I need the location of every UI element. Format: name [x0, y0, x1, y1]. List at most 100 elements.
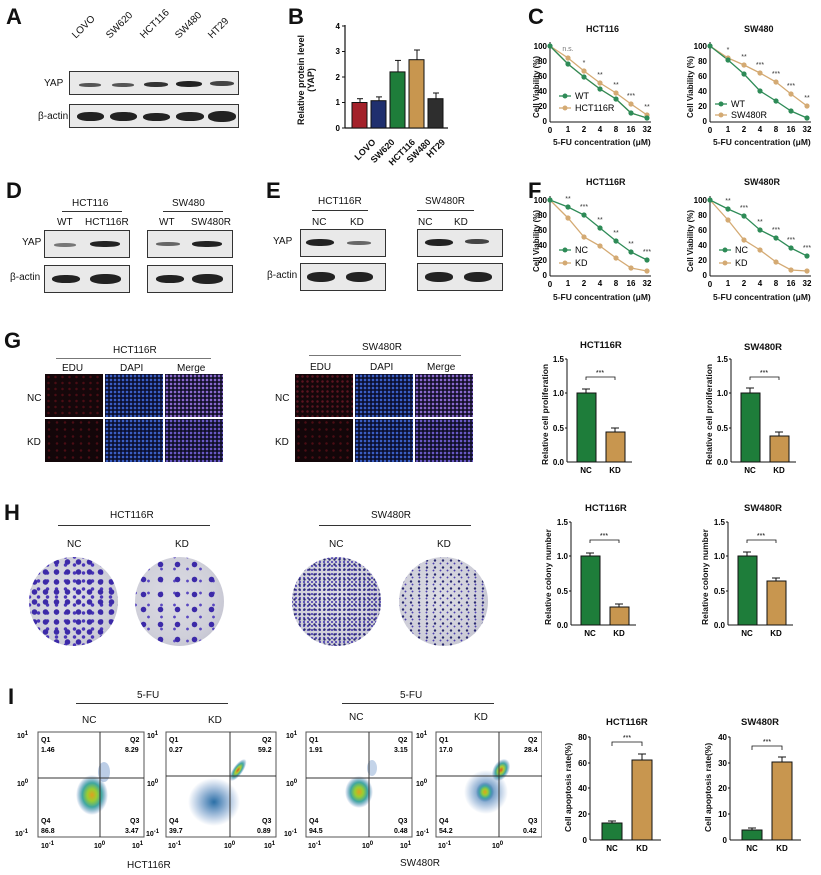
merge-image-kd: [165, 419, 223, 462]
flow-cytometry-plot-hct116r-kd: Q1 0.27 Q2 59.2 Q4 39.7 Q3 0.89 101 100 10-1 1…: [146, 731, 277, 850]
lane-label: WT: [159, 217, 175, 228]
panel-label-h: H: [4, 500, 20, 525]
svg-text:KD: KD: [613, 629, 625, 638]
column-label: DAPI: [370, 362, 394, 373]
svg-text:4: 4: [758, 125, 763, 134]
western-blot-e-actin-2: [417, 263, 503, 291]
lane-label: KD: [454, 217, 468, 228]
svg-text:***: ***: [757, 533, 765, 540]
lane-label: NC: [418, 217, 433, 228]
svg-text:100: 100: [694, 42, 708, 51]
svg-text:100: 100: [147, 779, 159, 788]
svg-text:NC: NC: [735, 245, 748, 255]
svg-text:NC: NC: [741, 629, 753, 638]
svg-text:2: 2: [742, 279, 747, 288]
lane-label: SW480R: [191, 217, 232, 228]
svg-text:NC: NC: [575, 245, 588, 255]
svg-text:0.5: 0.5: [714, 587, 726, 596]
panel-label-d: D: [6, 178, 22, 203]
svg-text:***: ***: [627, 93, 635, 100]
row-label-actin: β-actin: [267, 270, 298, 281]
svg-text:40: 40: [538, 241, 547, 250]
edu-image-kd: [45, 419, 103, 462]
panel-label-g: G: [4, 328, 22, 353]
svg-text:4: 4: [598, 125, 603, 134]
chart-title: SW480: [744, 24, 774, 34]
column-label: Merge: [177, 363, 206, 374]
svg-text:Q1: Q1: [41, 737, 50, 744]
svg-text:1.5: 1.5: [553, 355, 565, 364]
row-label: NC: [27, 393, 42, 404]
flow-cytometry-plot-sw480r-kd: Q1 17.0 Q2 28.4 Q4 54.2 Q3 0.42 101 100 10-1 1…: [416, 731, 542, 850]
svg-text:0.48: 0.48: [394, 828, 408, 835]
western-blot-actin: [69, 104, 239, 128]
svg-text:***: ***: [772, 227, 780, 234]
svg-text:10-1: 10-1: [146, 829, 160, 838]
svg-text:**: **: [804, 95, 810, 102]
bar-chart-g-hct116r: 1.5 1.0 0.5 0.0 *** NC KD: [553, 355, 632, 475]
svg-text:**: **: [613, 82, 619, 89]
svg-text:Q4: Q4: [41, 818, 50, 825]
svg-text:1.46: 1.46: [41, 747, 55, 754]
svg-text:100: 100: [492, 841, 504, 850]
svg-text:1: 1: [336, 98, 341, 107]
chart-title: SW480R: [744, 342, 783, 353]
svg-text:Q4: Q4: [309, 818, 318, 825]
cond-label: KD: [474, 712, 488, 723]
svg-text:0: 0: [336, 124, 341, 133]
colony-dish-sw480r-kd: [399, 557, 488, 646]
svg-text:20: 20: [578, 810, 587, 819]
svg-text:1: 1: [726, 279, 731, 288]
svg-text:101: 101: [416, 731, 428, 740]
svg-text:10-1: 10-1: [15, 829, 29, 838]
group-label: SW480R: [425, 196, 466, 207]
lane-label: HCT116R: [85, 217, 129, 228]
lane-label: HCT116: [138, 7, 172, 41]
svg-text:1.5: 1.5: [714, 518, 726, 527]
svg-text:40: 40: [538, 87, 547, 96]
svg-text:100: 100: [416, 779, 428, 788]
svg-text:80: 80: [698, 57, 707, 66]
svg-text:100: 100: [17, 779, 29, 788]
svg-text:NC: NC: [580, 466, 592, 475]
svg-text:Q4: Q4: [439, 818, 448, 825]
dish-label: NC: [329, 539, 344, 550]
cond-label: NC: [349, 712, 364, 723]
column-label: DAPI: [120, 363, 144, 374]
svg-text:60: 60: [578, 759, 587, 768]
svg-text:1: 1: [566, 279, 571, 288]
svg-text:1.91: 1.91: [309, 747, 323, 754]
svg-text:n.s.: n.s.: [562, 46, 573, 53]
svg-text:2: 2: [582, 125, 587, 134]
svg-text:0: 0: [583, 836, 588, 845]
svg-text:20: 20: [718, 784, 727, 793]
svg-text:10-1: 10-1: [416, 829, 430, 838]
svg-text:***: ***: [803, 245, 811, 252]
svg-text:0.0: 0.0: [717, 458, 729, 467]
svg-text:*: *: [583, 60, 586, 67]
svg-text:0: 0: [548, 280, 553, 289]
svg-text:NC: NC: [584, 629, 596, 638]
svg-text:8: 8: [774, 279, 779, 288]
svg-text:60: 60: [538, 226, 547, 235]
svg-text:101: 101: [264, 841, 276, 850]
bar-chart-b: 0 1 2 3 4: [336, 22, 448, 133]
chart-title: HCT116: [586, 24, 620, 34]
svg-text:101: 101: [286, 731, 298, 740]
svg-text:0: 0: [708, 126, 713, 135]
svg-text:*: *: [727, 47, 730, 54]
bar-chart-h-hct116r: 1.5 1.0 0.5 0.0 *** NC KD: [557, 518, 636, 638]
svg-text:Q1: Q1: [439, 737, 448, 744]
svg-text:4: 4: [598, 279, 603, 288]
svg-text:86.8: 86.8: [41, 828, 55, 835]
svg-text:0: 0: [543, 117, 548, 126]
svg-text:10-1: 10-1: [284, 829, 298, 838]
svg-text:20: 20: [698, 256, 707, 265]
svg-text:**: **: [628, 241, 634, 248]
svg-text:***: ***: [772, 71, 780, 78]
svg-text:40: 40: [698, 87, 707, 96]
svg-text:8: 8: [614, 125, 619, 134]
lane-label: WT: [57, 217, 73, 228]
svg-text:***: ***: [580, 204, 588, 211]
panel-label-i: I: [8, 684, 15, 709]
